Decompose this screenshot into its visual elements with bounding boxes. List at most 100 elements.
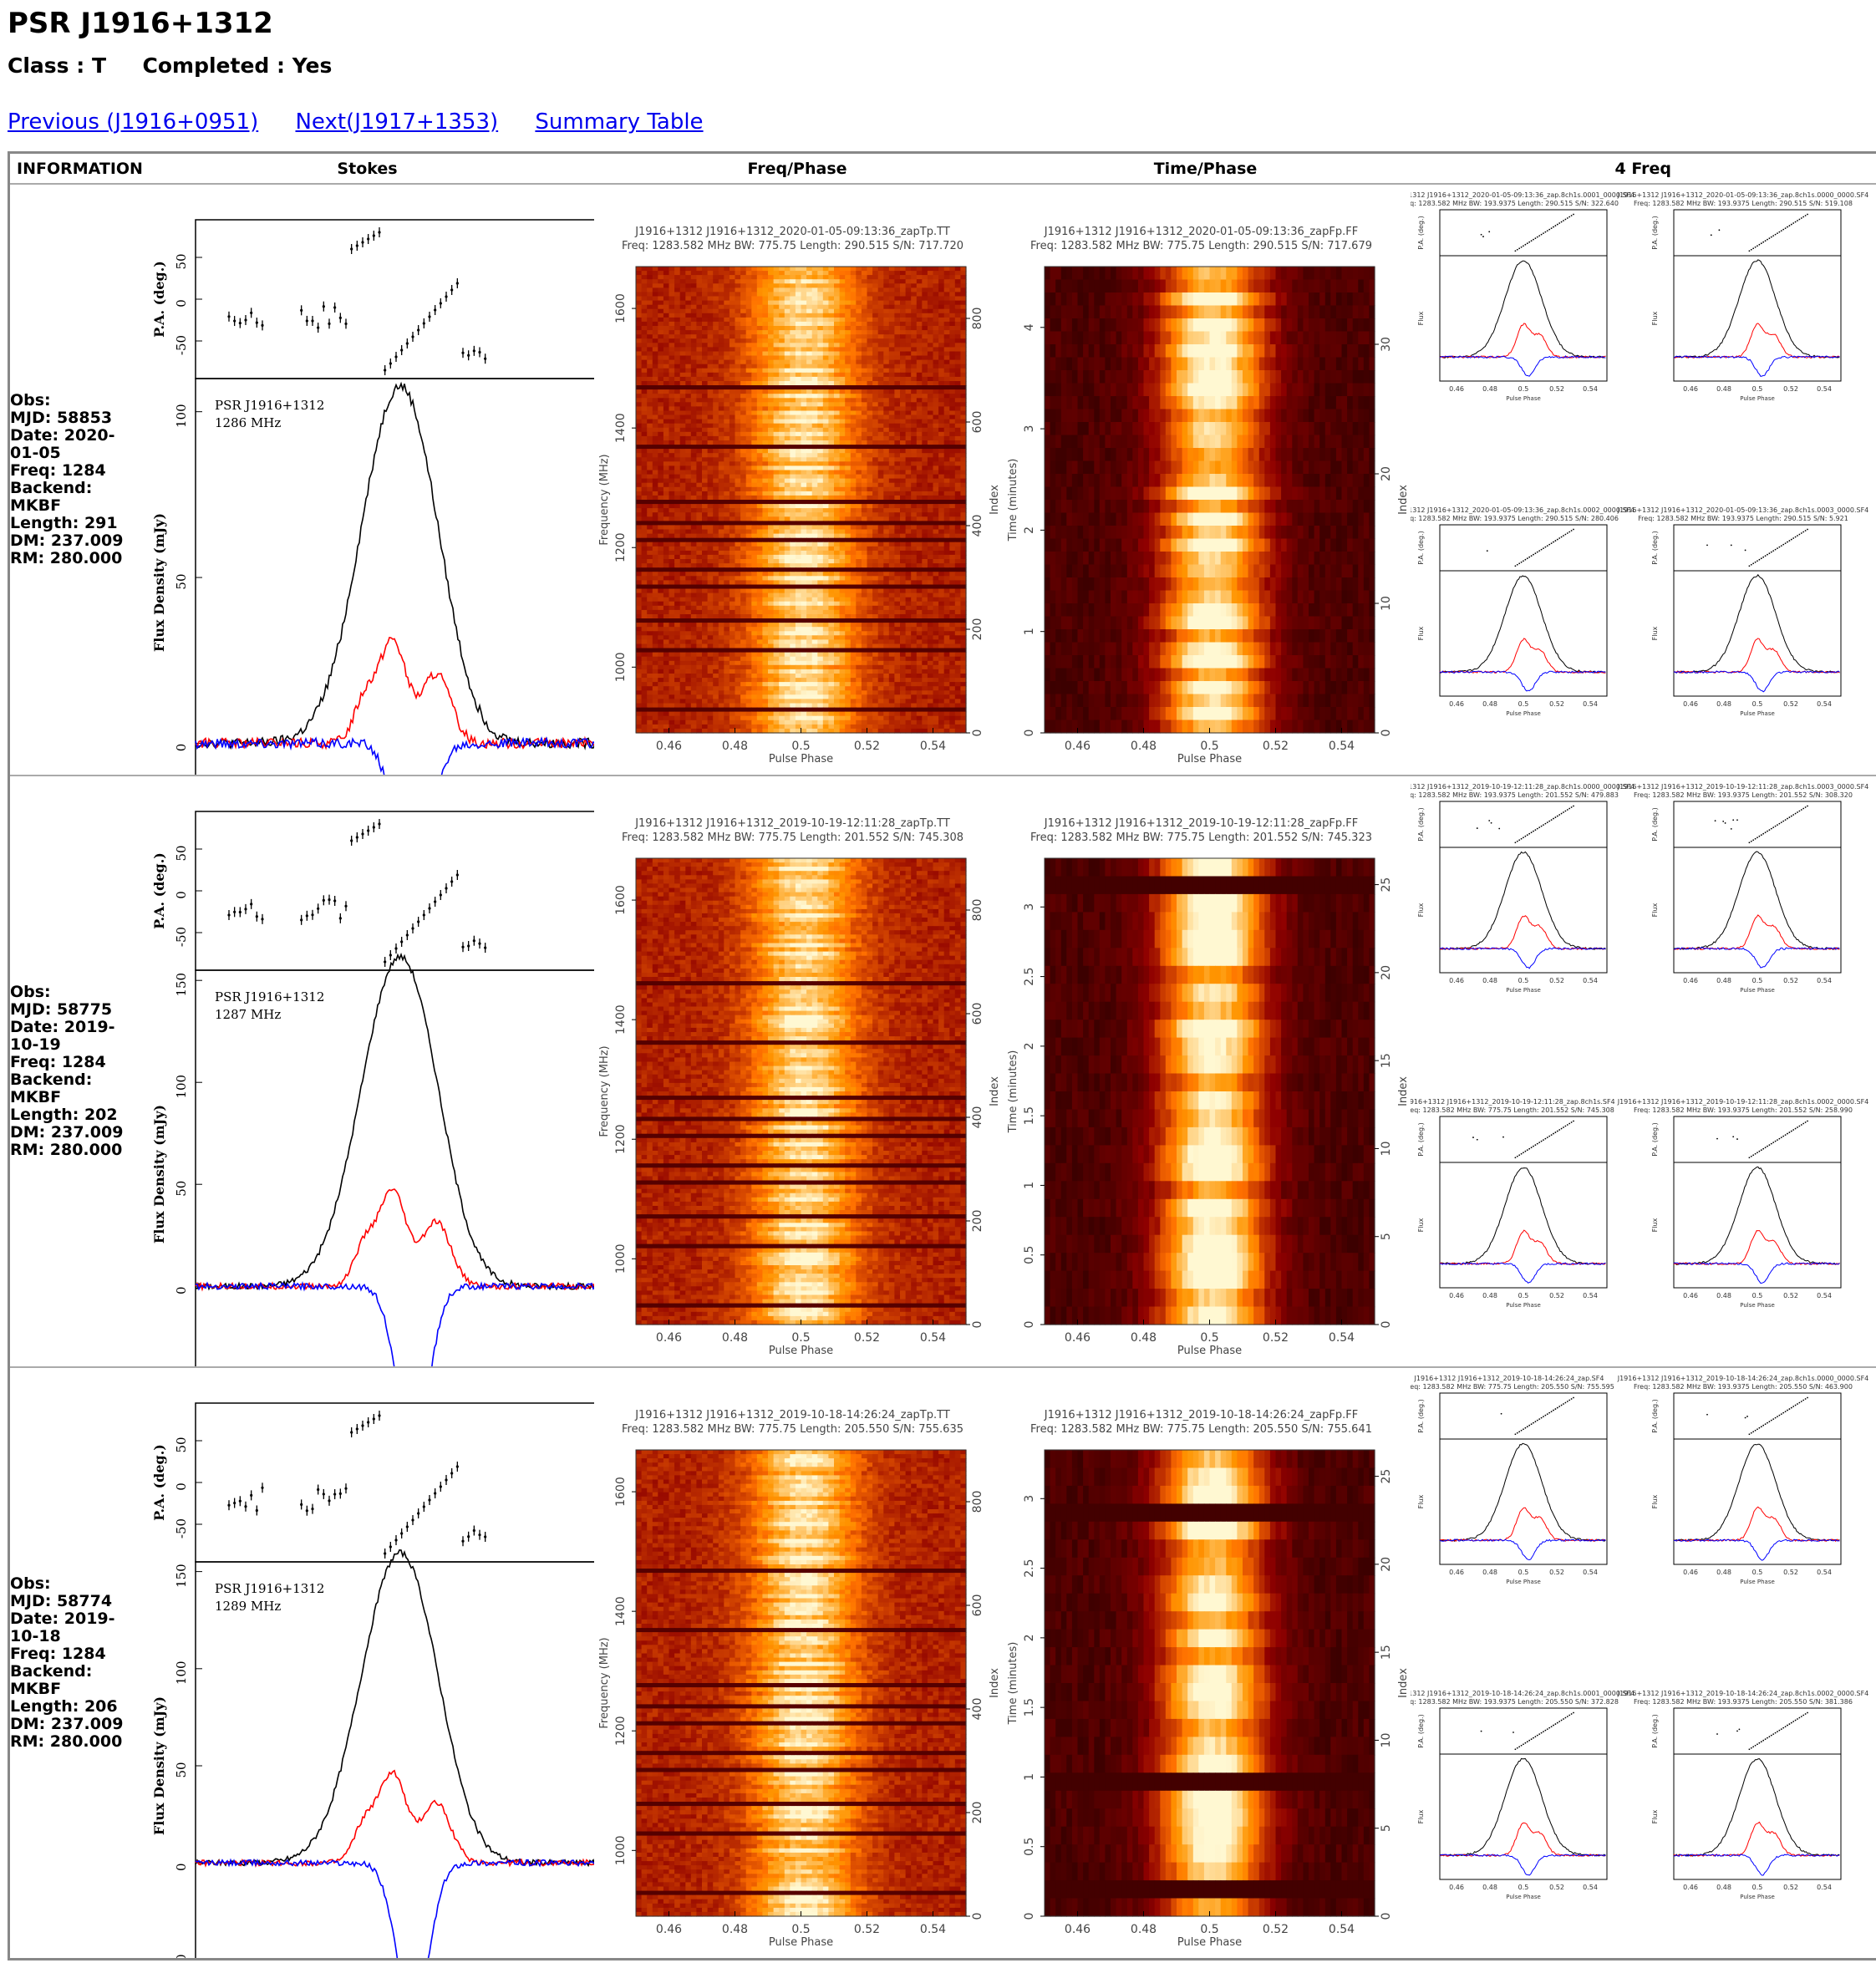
phase-tick-label: 0.54 (919, 740, 945, 753)
pa-point-marker (260, 918, 264, 921)
index-tick-label: 800 (971, 899, 984, 922)
pa-point-marker (338, 316, 342, 319)
subplot-phase-tick: 0.46 (1683, 1292, 1698, 1299)
pa-point-marker (483, 1535, 486, 1538)
pa-point-marker (372, 1417, 375, 1421)
time-plot-subtitle: Freq: 1283.582 MHz BW: 775.75 Length: 20… (1030, 1423, 1371, 1436)
pa-point-marker (483, 946, 486, 949)
profile-panel-frame (194, 969, 594, 1366)
pa-point-marker (416, 328, 419, 332)
pa-point-marker (399, 940, 403, 943)
subplot-title: J1916+1312 J1916+1312_2020-01-05-09:13:3… (1616, 191, 1868, 199)
index-tick-label: 0 (1380, 1321, 1393, 1329)
subplot-phase-tick: 0.52 (1549, 1884, 1564, 1891)
pa-point-marker (405, 342, 409, 345)
phase-tick-label: 0.54 (1328, 1923, 1354, 1936)
phase-tick-label: 0.52 (853, 1331, 879, 1345)
subplot-subtitle: Freq: 1283.582 MHz BW: 193.9375 Length: … (1638, 515, 1848, 522)
profile-y-tick-label: 100 (174, 1660, 189, 1685)
info-line: DM: 237.009 (10, 532, 141, 550)
frequency-tick-label: 1000 (614, 1835, 628, 1865)
pa-point-marker (226, 1503, 231, 1507)
pa-point-marker (472, 349, 475, 353)
summary-table-link[interactable]: Summary Table (535, 109, 703, 135)
profile-y-tick-label: 50 (174, 1181, 189, 1197)
pa-point-marker (316, 326, 319, 329)
pa-point-marker (422, 1505, 425, 1508)
pa-point-marker (394, 1538, 398, 1542)
previous-pulsar-link[interactable]: Previous (J1916+0951) (8, 109, 258, 135)
time-tick-label: 1 (1023, 1182, 1036, 1189)
pa-point-marker (439, 302, 442, 305)
four-freq-plot: J1916+1312 J1916+1312_2020-01-05-09:13:3… (1411, 191, 1868, 717)
profile-freq-label: 1289 MHz (215, 1599, 281, 1614)
subplot-phase-tick: 0.54 (1583, 385, 1598, 393)
subplot-pa-label: P.A. (deg.) (1651, 216, 1659, 249)
subplot-phase-tick: 0.54 (1817, 977, 1832, 984)
subplot-phase-tick: 0.48 (1716, 1292, 1731, 1299)
subplot-title: J1916+1312 J1916+1312_2019-10-18-14:26:2… (1411, 1690, 1635, 1697)
time-tick-label: 1.5 (1023, 1106, 1036, 1125)
pa-point-marker (310, 913, 314, 917)
pa-point-marker (377, 1414, 381, 1417)
time-plot-title: J1916+1312 J1916+1312_2020-01-05-09:13:3… (1043, 226, 1357, 238)
pa-tick-label: 50 (174, 253, 189, 269)
pa-point-marker (260, 1486, 264, 1489)
subplot-phase-tick: 0.48 (1482, 385, 1497, 393)
time-tick-label: 1 (1023, 628, 1036, 635)
subplot-flux-label: Flux (1417, 1218, 1425, 1232)
freq-plot-title: J1916+1312 J1916+1312_2019-10-19-12:11:2… (634, 817, 950, 830)
pa-point-marker (439, 893, 442, 897)
profile-panel-frame (194, 1561, 594, 1958)
pa-point-marker (394, 947, 398, 950)
index-tick-label: 15 (1380, 1645, 1393, 1660)
pa-point-marker (394, 355, 398, 359)
index-tick-label: 200 (971, 1210, 984, 1233)
subplot-title: J1916+1312 J1916+1312_2020-01-05-09:13:3… (1411, 191, 1635, 199)
subplot-phase-label: Pulse Phase (1506, 987, 1541, 994)
time-plot-title: J1916+1312 J1916+1312_2019-10-19-12:11:2… (1043, 817, 1357, 830)
phase-tick-label: 0.48 (721, 740, 747, 753)
pa-point-marker (477, 350, 481, 354)
pa-point-marker (477, 942, 481, 945)
profile-y-tick-label: 0 (174, 744, 189, 752)
subplot-phase-tick: 0.46 (1449, 385, 1464, 393)
phase-tick-label: 0.46 (1064, 1331, 1090, 1345)
subplot-subtitle: Freq: 1283.582 MHz BW: 193.9375 Length: … (1411, 200, 1619, 207)
next-pulsar-link[interactable]: Next(J1917+1353) (295, 109, 498, 135)
index-axis-label: Index (989, 485, 1001, 515)
pa-point-marker (343, 904, 348, 908)
freq-phase-plot-cell: J1916+1312 J1916+1312_2019-10-19-12:11:2… (593, 775, 1001, 1367)
index-tick-label: 600 (971, 411, 984, 434)
profile-freq-label: 1286 MHz (215, 415, 281, 430)
index-tick-label: 0 (971, 1913, 984, 1920)
pa-point-marker (472, 939, 475, 943)
subplot-phase-tick: 0.46 (1449, 700, 1464, 708)
time-plot-title: J1916+1312 J1916+1312_2019-10-18-14:26:2… (1043, 1409, 1357, 1421)
pa-point-marker (427, 907, 431, 910)
phase-tick-label: 0.48 (1130, 740, 1156, 753)
freq-phase-plot-cell: J1916+1312 J1916+1312_2019-10-18-14:26:2… (593, 1366, 1001, 1960)
time-tick-label: 2.5 (1023, 967, 1036, 985)
phase-tick-label: 0.5 (791, 1923, 810, 1936)
pa-point-marker (260, 323, 264, 327)
subplot-pa-label: P.A. (deg.) (1417, 807, 1425, 841)
pa-point-marker (226, 315, 231, 318)
time-phase-plot-cell: J1916+1312 J1916+1312_2020-01-05-09:13:3… (1000, 183, 1411, 776)
four-freq-plot-cell: J1916+1312 J1916+1312_2020-01-05-09:13:3… (1410, 183, 1876, 776)
freq-plot-subtitle: Freq: 1283.582 MHz BW: 775.75 Length: 20… (621, 831, 963, 844)
subplot-phase-tick: 0.5 (1518, 1292, 1528, 1299)
time-tick-label: 0.5 (1023, 1838, 1036, 1856)
phase-tick-label: 0.5 (1200, 740, 1218, 753)
pa-point-marker (355, 244, 358, 247)
subplot-flux-label: Flux (1651, 311, 1659, 325)
pa-point-marker (338, 917, 342, 920)
pa-point-marker (466, 1535, 470, 1538)
four-freq-subplot: J1916+1312 J1916+1312_2020-01-05-09:13:3… (1616, 191, 1868, 402)
profile-y-tick-label: 150 (174, 973, 189, 997)
phase-tick-label: 0.52 (853, 1923, 879, 1936)
four-freq-subplot: J1916+1312 J1916+1312_2019-10-19-12:11:2… (1616, 783, 1868, 994)
pa-point-marker (305, 1509, 308, 1513)
time-plot-subtitle: Freq: 1283.582 MHz BW: 775.75 Length: 20… (1030, 831, 1371, 844)
info-line: DM: 237.009 (10, 1124, 141, 1142)
